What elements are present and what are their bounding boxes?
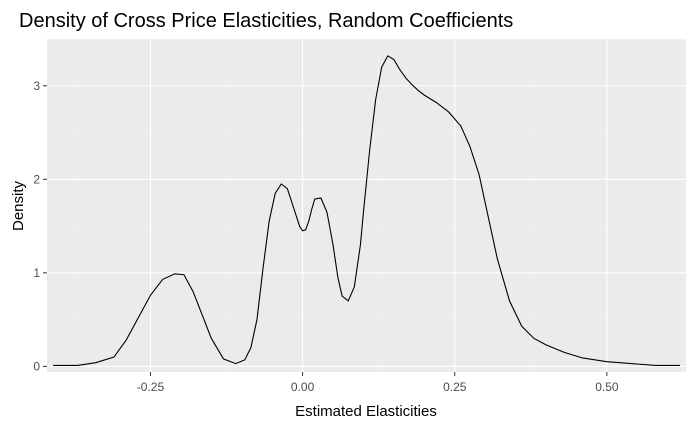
x-tick-label: 0.25 — [443, 380, 467, 394]
major-gridlines — [47, 39, 686, 372]
y-tick-label: 2 — [33, 172, 40, 186]
x-tick-label: 0.50 — [595, 380, 619, 394]
y-tick-label: 1 — [33, 266, 40, 280]
x-tick-label: 0.00 — [291, 380, 315, 394]
y-axis-ticks: 0 1 2 3 — [33, 79, 47, 373]
x-tick-label: -0.25 — [137, 380, 165, 394]
y-axis-title: Density — [10, 180, 27, 231]
plot-panel — [47, 39, 686, 372]
density-curve — [53, 55, 680, 366]
x-axis-ticks: -0.25 0.00 0.25 0.50 — [137, 372, 619, 394]
chart-title: Density of Cross Price Elasticities, Ran… — [19, 10, 513, 32]
x-axis-title: Estimated Elasticities — [295, 403, 437, 420]
y-tick-label: 3 — [33, 79, 40, 93]
minor-gridlines — [47, 38, 686, 372]
y-tick-label: 0 — [33, 359, 40, 373]
